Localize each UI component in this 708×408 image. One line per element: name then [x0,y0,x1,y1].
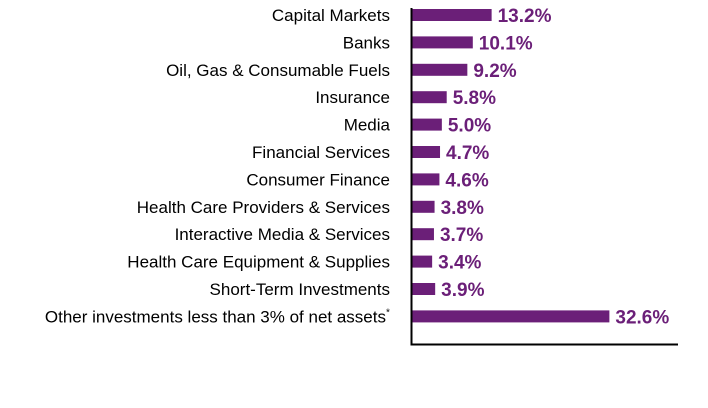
category-label: Short-Term Investments [210,280,390,299]
value-label: 5.0% [448,116,491,137]
bar [411,200,435,213]
category-label: Banks [343,33,390,52]
value-label: 4.7% [446,143,489,164]
category-labels-group: Capital Markets Banks Oil, Gas & Consumabl… [45,6,391,326]
bar [411,36,473,49]
bars-group [411,9,610,323]
category-label: Health Care Equipment & Supplies [127,253,390,272]
bar [411,228,434,241]
value-labels-group: 13.2% 10.1% 9.2% 5.8% 5.0% 4.7% 4.6% 3.8% 3.7% 3.… [438,6,669,328]
value-label: 5.8% [453,88,496,109]
value-label: 3.9% [441,280,484,301]
category-label: Interactive Media & Services [175,225,390,244]
value-label: 10.1% [479,33,533,54]
bar [411,146,441,158]
category-label: Financial Services [252,143,390,162]
value-label: 4.6% [445,170,488,191]
bar [411,118,442,131]
category-label: Health Care Providers & Services [137,198,390,217]
bar [411,9,492,21]
footnote-marker: * [386,307,390,318]
bar [411,173,440,186]
value-label: 32.6% [615,307,669,328]
category-label: Media [344,116,391,135]
category-label: Oil, Gas & Consumable Fuels [166,61,390,80]
category-label: Insurance [315,88,390,107]
category-label: Other investments less than 3% of net as… [45,307,386,326]
value-label: 3.7% [440,225,483,246]
bar [411,310,610,323]
value-label: 3.8% [441,198,484,219]
value-label: 3.4% [438,253,481,274]
value-label: 13.2% [498,6,552,27]
bar [411,255,433,268]
value-label: 9.2% [473,61,516,82]
bar [411,91,447,104]
bar [411,63,468,76]
category-label: Capital Markets [272,6,390,25]
category-label: Consumer Finance [246,170,390,189]
bar [411,283,436,295]
